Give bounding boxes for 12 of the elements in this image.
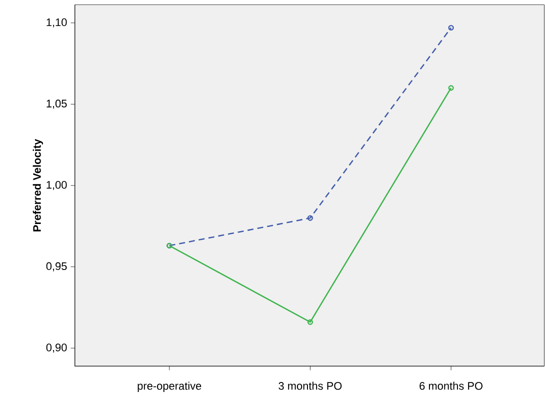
y-tick-label: 0,95 xyxy=(46,262,67,272)
y-axis-title: Preferred Velocity xyxy=(32,138,44,232)
y-tick-label: 1,10 xyxy=(46,18,67,28)
y-tick-label: 1,05 xyxy=(46,100,67,109)
x-tick-label: pre-operative xyxy=(138,382,202,392)
point xyxy=(307,215,313,221)
point xyxy=(307,319,313,325)
y-tick-label: 0,90 xyxy=(46,344,67,353)
x-tick-label: 3 months PO xyxy=(278,382,342,390)
point xyxy=(448,24,454,31)
x-tick-label: 6 months PO xyxy=(420,382,482,390)
y-tick-label: 1,00 xyxy=(46,180,67,190)
